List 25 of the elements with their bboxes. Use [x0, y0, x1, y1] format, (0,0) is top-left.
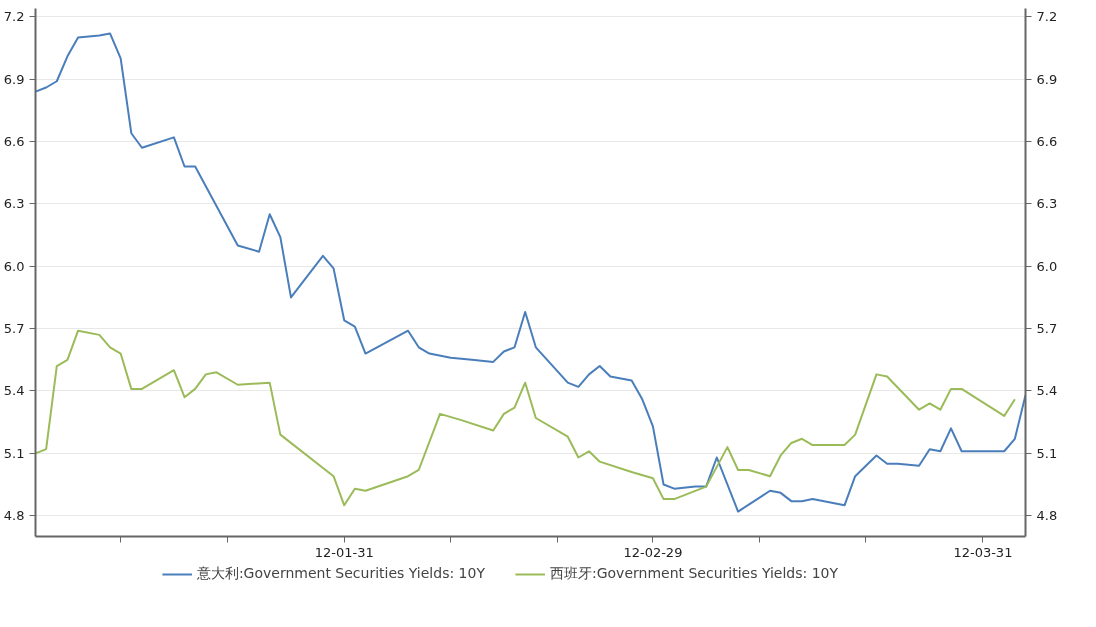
line-series — [35, 32, 1026, 513]
legend-label: 意大利:Government Securities Yields: 10Y — [196, 565, 485, 583]
y2-tick-label: 6.3 — [1036, 196, 1058, 212]
y-tick-label: 4.8 — [3, 508, 25, 524]
y-tick-label: 6.6 — [3, 134, 25, 150]
y2-tick-label: 6.0 — [1036, 258, 1058, 274]
y2-tick-label: 6.9 — [1036, 71, 1058, 87]
y2-tick-label: 7.2 — [1036, 9, 1058, 25]
y-tick-label: 5.1 — [3, 445, 25, 461]
line-series — [35, 329, 1016, 507]
y-tick-label: 7.2 — [3, 9, 25, 25]
x-tick-label: 12-02-29 — [623, 544, 683, 560]
y2-tick-label: 5.4 — [1036, 383, 1058, 399]
y2-tick-label: 5.1 — [1036, 445, 1058, 461]
y-tick-label: 5.7 — [3, 321, 25, 337]
y-tick-label: 6.0 — [3, 258, 25, 274]
x-tick-label: 12-03-31 — [953, 544, 1013, 560]
y2-tick-label: 5.7 — [1036, 321, 1058, 337]
y-tick-label: 5.4 — [3, 383, 25, 399]
y2-tick-label: 4.8 — [1036, 508, 1058, 524]
y2-tick-label: 6.6 — [1036, 134, 1058, 150]
y-tick-label: 6.9 — [3, 71, 25, 87]
legend-label: 西班牙:Government Securities Yields: 10Y — [549, 565, 839, 583]
x-tick-label: 12-01-31 — [314, 544, 374, 560]
y-tick-label: 6.3 — [3, 196, 25, 212]
